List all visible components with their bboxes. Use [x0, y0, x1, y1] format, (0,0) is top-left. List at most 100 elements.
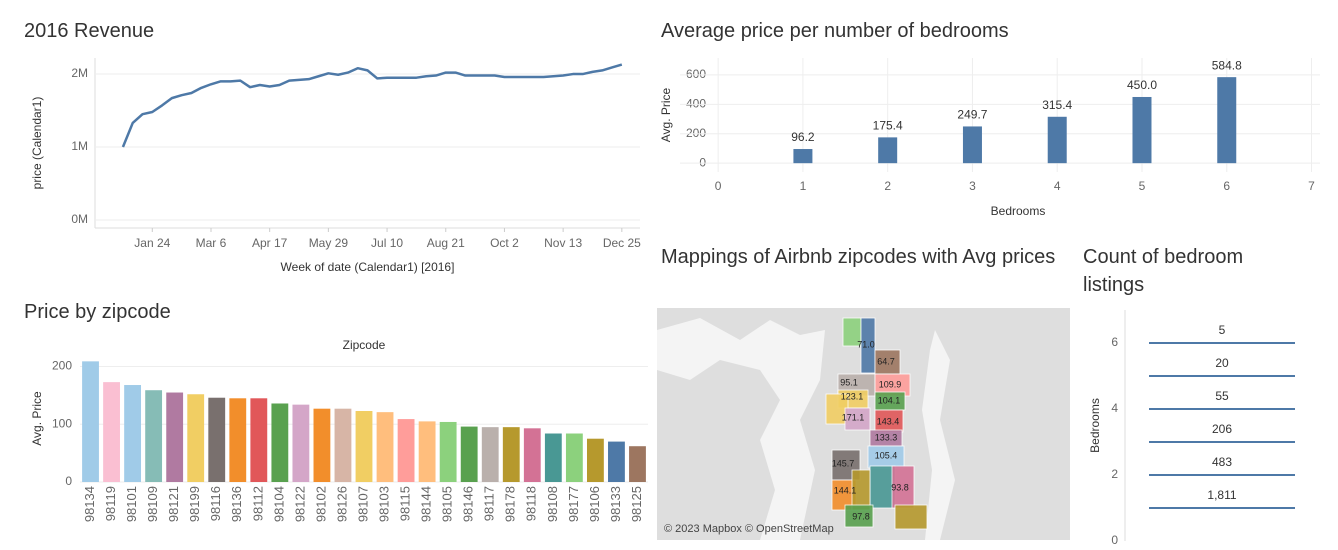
zip-value-label: 145.7: [832, 458, 855, 468]
bar: [397, 419, 415, 482]
x-tick-label: 98136: [229, 486, 244, 522]
zip-value-label: 105.4: [875, 450, 898, 460]
x-tick-label: 98121: [166, 486, 181, 522]
y-tick-label: 0: [65, 474, 72, 488]
bar: [544, 433, 562, 482]
x-tick-label: May 29: [309, 236, 349, 250]
bar: [608, 441, 625, 482]
bar: [229, 398, 247, 482]
x-tick-label: 98133: [608, 486, 623, 522]
x-tick-label: 98106: [587, 486, 602, 522]
x-tick-label: 98122: [292, 486, 307, 522]
y-tick-label: 2: [1111, 467, 1118, 481]
zip-region: [844, 504, 874, 528]
bar: [208, 397, 226, 482]
x-tick-label: Jul 10: [371, 236, 403, 250]
bar-value-label: 315.4: [1042, 98, 1072, 112]
bar: [1132, 96, 1152, 164]
x-tick-label: Dec 25: [603, 236, 641, 250]
map-water: [922, 330, 955, 540]
x-tick-label: 98144: [419, 486, 434, 522]
x-tick-label: 7: [1308, 179, 1315, 193]
zip-value-label: 97.8: [852, 511, 870, 521]
count-label: 20: [1215, 356, 1229, 370]
x-tick-label: 98119: [103, 486, 118, 521]
zip-value-label: 171.1: [842, 412, 865, 422]
bar: [292, 404, 310, 482]
y-axis-title: Avg. Price: [659, 87, 673, 142]
x-tick-label: 2: [884, 179, 891, 193]
y-tick-label: 0: [699, 155, 706, 169]
x-tick-label: 3: [969, 179, 976, 193]
bar: [313, 408, 331, 482]
chart-title: Average price per number of bedrooms: [661, 20, 1009, 42]
count-label: 55: [1215, 389, 1229, 403]
zip-region: [860, 317, 876, 374]
bar: [878, 137, 898, 164]
x-tick-label: Mar 6: [196, 236, 227, 250]
bar: [1217, 77, 1237, 164]
bar-value-label: 175.4: [873, 119, 903, 133]
bar: [250, 398, 268, 482]
y-tick-label: 600: [686, 67, 706, 81]
bar: [793, 149, 813, 164]
bar: [166, 392, 184, 482]
map-regions: [825, 317, 928, 530]
x-tick-label: 98126: [334, 486, 349, 522]
x-tick-label: 98118: [524, 486, 539, 521]
x-tick-label: Jan 24: [134, 236, 170, 250]
chart-title: Price by zipcode: [24, 301, 171, 323]
zip-value-label: 123.1: [841, 391, 864, 401]
map-attribution: © 2023 Mapbox © OpenStreetMap: [664, 523, 834, 535]
x-tick-label: Nov 13: [544, 236, 582, 250]
bar: [124, 385, 142, 482]
map-water: [657, 318, 825, 540]
bar: [523, 428, 541, 482]
zip-value-label: 109.9: [879, 379, 902, 389]
y-tick-label: 4: [1111, 401, 1118, 415]
bar: [460, 426, 478, 482]
bar-value-label: 96.2: [791, 130, 815, 144]
count-label: 5: [1219, 323, 1226, 337]
x-tick-label: 1: [800, 179, 807, 193]
y-tick-label: 100: [52, 416, 72, 430]
y-tick-label: 400: [686, 97, 706, 111]
y-tick-label: 200: [686, 126, 706, 140]
bar: [187, 394, 205, 482]
x-axis-title: Bedrooms: [991, 204, 1046, 218]
zip-value-label: 95.1: [840, 377, 858, 387]
count-label: 1,811: [1207, 488, 1236, 502]
x-tick-label: Oct 2: [490, 236, 519, 250]
x-axis-title: Zipcode: [343, 338, 386, 352]
x-tick-label: 98112: [250, 486, 265, 521]
bar: [334, 408, 352, 482]
x-tick-label: 6: [1223, 179, 1230, 193]
y-tick-label: 0M: [71, 212, 88, 226]
zip-value-label: 64.7: [877, 356, 895, 366]
bar: [376, 412, 394, 482]
x-tick-label: Apr 17: [252, 236, 288, 250]
count-label: 206: [1212, 422, 1232, 436]
bar: [418, 421, 436, 482]
y-tick-label: 6: [1111, 335, 1118, 349]
bar: [103, 382, 120, 482]
x-tick-label: 98102: [313, 486, 328, 522]
chart-title: Count of bedroom listings: [1083, 246, 1244, 296]
zip-value-label: 144.1: [834, 485, 857, 495]
bar: [1047, 116, 1067, 164]
y-axis-title: Bedrooms: [1088, 398, 1102, 453]
zip-region: [844, 407, 871, 431]
x-tick-label: 98116: [208, 486, 223, 521]
y-tick-label: 1M: [71, 139, 88, 153]
x-tick-label: 98103: [376, 486, 391, 522]
x-tick-label: 98104: [271, 486, 286, 522]
x-tick-label: 4: [1054, 179, 1061, 193]
x-tick-label: 98125: [629, 486, 644, 522]
x-tick-label: 98199: [187, 486, 202, 522]
bar: [629, 446, 646, 482]
zip-region: [874, 349, 901, 375]
bar: [355, 410, 373, 482]
zip-value-label: 143.4: [877, 416, 900, 426]
y-axis-title: price (Calendar1): [30, 97, 44, 190]
